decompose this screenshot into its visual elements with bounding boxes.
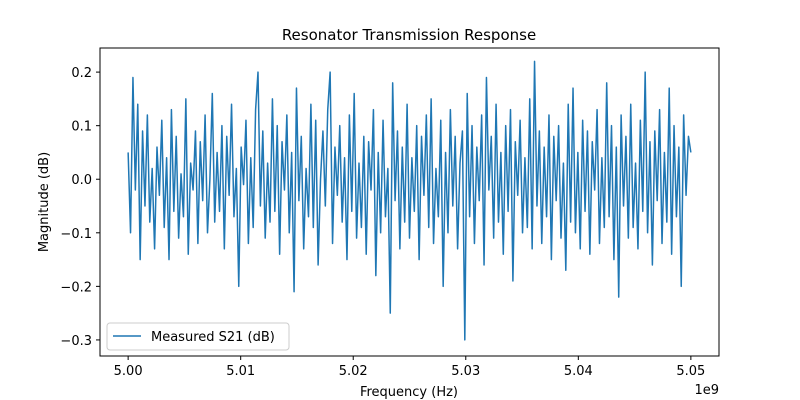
x-axis: 5.00 5.01 5.02 5.03 5.04 5.05 — [114, 356, 705, 379]
plot-layer — [127, 60, 692, 341]
chart-title: Resonator Transmission Response — [282, 26, 536, 44]
legend-box — [106, 322, 290, 351]
y-tick-label: −0.3 — [60, 334, 92, 349]
y-tick-label: −0.2 — [60, 280, 92, 295]
plot-frame — [99, 47, 720, 357]
legend: Measured S21 (dB) — [106, 322, 290, 351]
x-tick-label: 5.01 — [226, 364, 255, 379]
y-tick-label: 0.1 — [71, 120, 92, 135]
legend-label: Measured S21 (dB) — [151, 330, 275, 345]
x-axis-label: Frequency (Hz) — [360, 385, 458, 400]
series-line — [127, 60, 692, 341]
x-offset-text: 1e9 — [694, 383, 719, 398]
y-tick-label: 0.2 — [71, 66, 92, 81]
y-tick-label: 0.0 — [71, 173, 92, 188]
y-tick-label: −0.1 — [60, 227, 92, 242]
x-tick-label: 5.00 — [114, 364, 143, 379]
x-tick-label: 5.04 — [564, 364, 593, 379]
x-tick-label: 5.02 — [339, 364, 368, 379]
x-tick-label: 5.03 — [451, 364, 480, 379]
x-tick-label: 5.05 — [676, 364, 705, 379]
y-axis: −0.3 −0.2 −0.1 0.0 0.1 0.2 — [60, 66, 100, 349]
y-axis-label: Magnitude (dB) — [37, 152, 52, 252]
